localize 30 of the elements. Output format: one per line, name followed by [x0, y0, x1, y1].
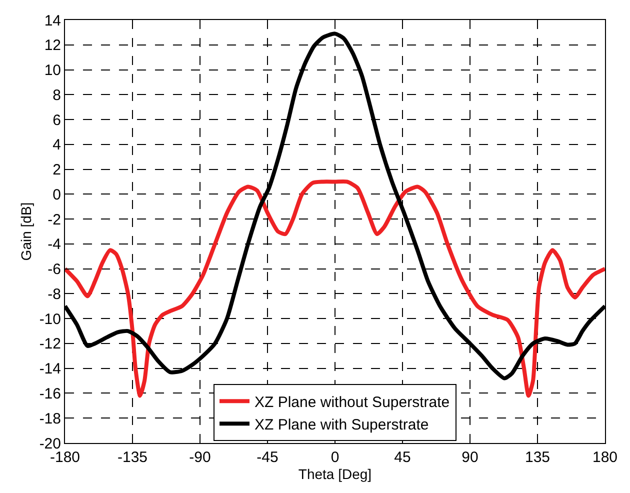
- y-tick-label: 6: [52, 112, 61, 129]
- legend-label: XZ Plane without Superstrate: [254, 394, 450, 411]
- x-tick-label: -90: [189, 449, 211, 466]
- x-tick-label: 0: [330, 449, 340, 466]
- y-tick-label: 2: [52, 162, 61, 179]
- x-tick-label: 45: [394, 449, 411, 466]
- y-tick-label: 14: [44, 12, 61, 30]
- y-tick-label: -14: [39, 360, 61, 378]
- y-tick-label: -8: [48, 286, 61, 303]
- y-tick-label: 8: [52, 86, 61, 104]
- x-tick-label: -135: [117, 449, 148, 466]
- y-tick-label: 10: [44, 62, 61, 80]
- y-tick-label: 4: [52, 136, 61, 154]
- y-tick-label: -4: [48, 236, 61, 254]
- line-series: [65, 179, 605, 398]
- y-tick-label: 12: [44, 37, 61, 54]
- x-tick-label: 180: [592, 449, 618, 466]
- x-tick-label: 90: [462, 449, 478, 466]
- legend-label: XZ Plane with Superstrate: [254, 416, 429, 434]
- y-tick-label: -2: [48, 211, 61, 228]
- y-tick-label: -10: [39, 310, 61, 328]
- y-tick-label: -12: [39, 336, 61, 353]
- x-axis-title: Theta [Deg]: [298, 466, 372, 482]
- y-tick-label: 0: [52, 186, 61, 204]
- y-tick-label: -18: [39, 410, 61, 428]
- y-axis-title: Gain [dB]: [18, 202, 34, 261]
- y-tick-label: -16: [39, 385, 61, 402]
- x-tick-label: -45: [256, 449, 278, 466]
- x-tick-label: 135: [524, 449, 550, 466]
- y-tick-label: -6: [48, 261, 61, 278]
